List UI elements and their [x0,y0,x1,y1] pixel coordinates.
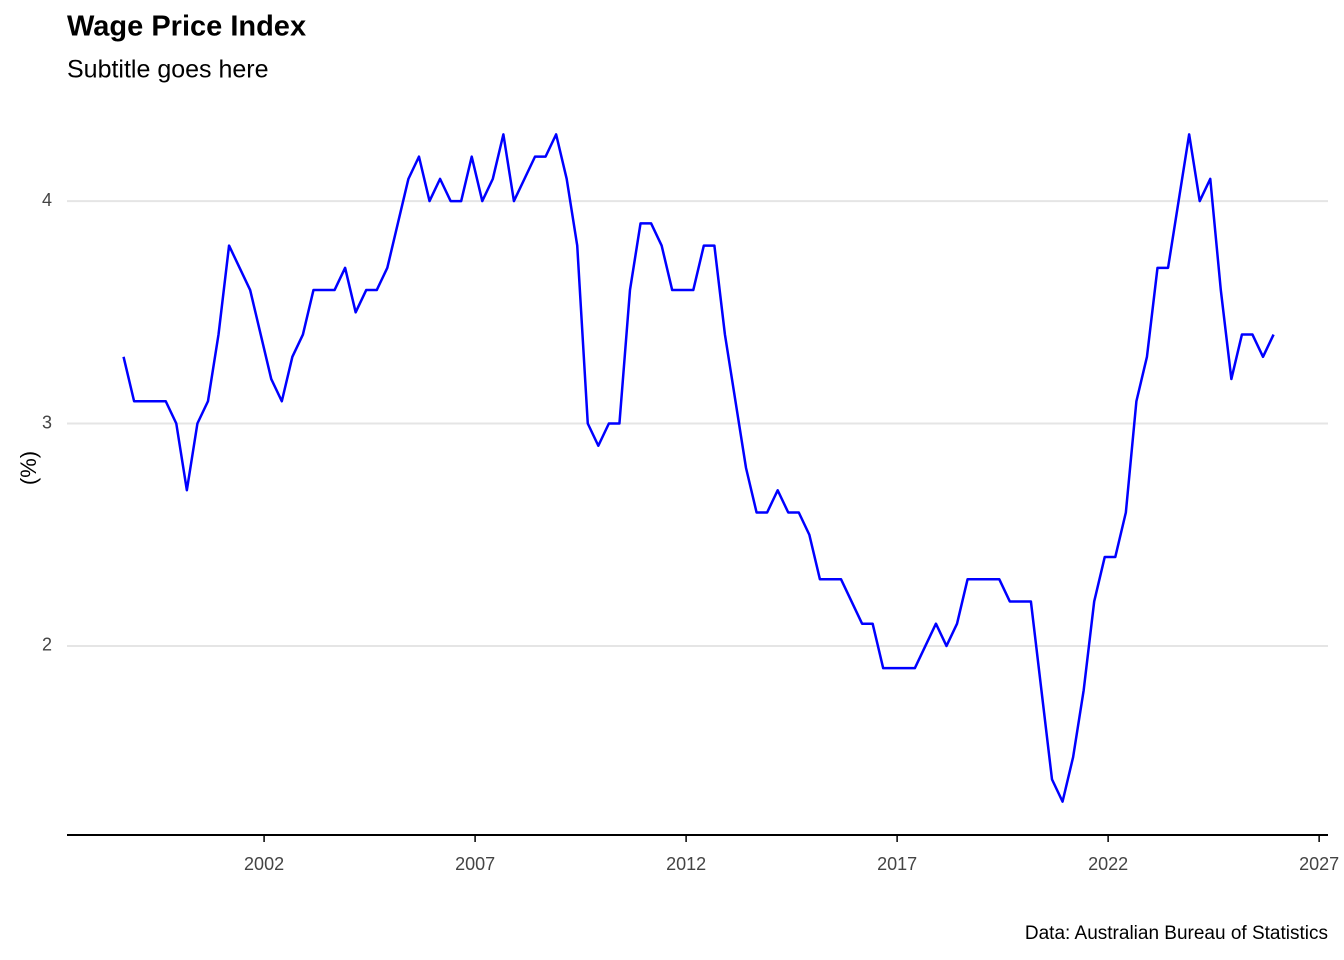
x-tick-label: 2007 [455,854,495,874]
y-tick-label: 4 [42,190,52,210]
y-tick-label: 2 [42,635,52,655]
x-tick-label: 2027 [1299,854,1339,874]
data-line [122,133,1275,803]
x-tick-label: 2012 [666,854,706,874]
x-tick-label: 2002 [244,854,284,874]
y-tick-label: 3 [42,412,52,432]
chart-title: Wage Price Index [67,11,306,43]
x-tick-label: 2022 [1088,854,1128,874]
caption: Data: Australian Bureau of Statistics [1025,923,1328,944]
y-axis-label: (%) [16,451,41,485]
chart-subtitle: Subtitle goes here [67,56,269,84]
x-tick-label: 2017 [877,854,917,874]
